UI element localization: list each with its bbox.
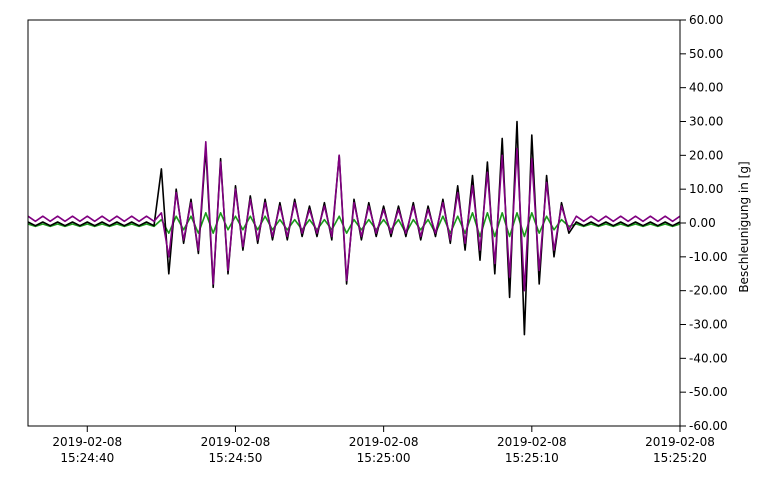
y-tick-label: 10.00 (689, 182, 723, 196)
y-tick-label: 50.00 (689, 47, 723, 61)
y-tick-label: -60.00 (689, 419, 728, 433)
y-tick-label: 20.00 (689, 148, 723, 162)
x-tick-label: 2019-02-08 15:24:40 (52, 435, 122, 465)
x-tick-label-line: 15:25:10 (505, 451, 559, 465)
x-tick-label-line: 15:25:00 (357, 451, 411, 465)
x-tick-label-line: 2019-02-08 (645, 435, 715, 449)
y-tick-label: 30.00 (689, 115, 723, 129)
x-tick-label: 2019-02-08 15:24:50 (201, 435, 271, 465)
y-tick-label: -30.00 (689, 318, 728, 332)
y-tick-label: -50.00 (689, 385, 728, 399)
series-line (27, 120, 681, 336)
x-tick-label-line: 15:24:50 (209, 451, 263, 465)
x-tick-label: 2019-02-08 15:25:20 (645, 435, 715, 465)
y-tick-label: 0.00 (689, 216, 716, 230)
y-tick-label: 40.00 (689, 81, 723, 95)
x-tick-label-line: 15:24:40 (60, 451, 114, 465)
x-tick-label-line: 2019-02-08 (201, 435, 271, 449)
y-tick-label: -40.00 (689, 351, 728, 365)
x-tick-label-line: 2019-02-08 (52, 435, 122, 449)
y-axis-label: Beschleunigung in [g] (737, 161, 751, 292)
x-tick-label: 2019-02-08 15:25:10 (497, 435, 567, 465)
x-tick-label: 2019-02-08 15:25:00 (349, 435, 419, 465)
x-tick-label-line: 2019-02-08 (349, 435, 419, 449)
x-tick-label-line: 15:25:20 (653, 451, 707, 465)
series-line (27, 141, 681, 292)
y-tick-label: -20.00 (689, 284, 728, 298)
y-tick-label: -10.00 (689, 250, 728, 264)
y-tick-label: 60.00 (689, 13, 723, 27)
x-tick-label-line: 2019-02-08 (497, 435, 567, 449)
